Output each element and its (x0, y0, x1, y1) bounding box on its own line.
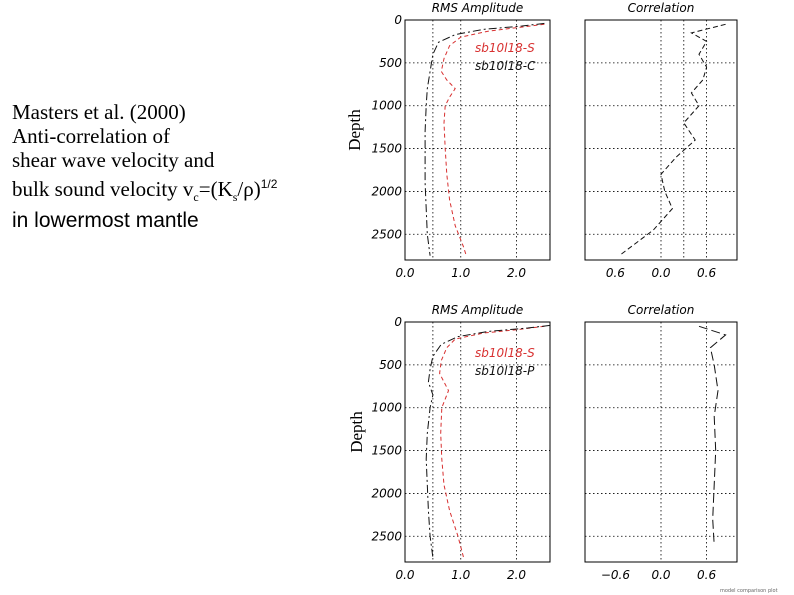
x-tick-label: 0.0 (651, 568, 670, 582)
y-tick-label: 2000 (371, 184, 402, 198)
y-tick-label: 1500 (371, 142, 402, 156)
caption-line-5: in lowermost mantle (12, 209, 199, 233)
x-tick-label: 0.0 (395, 568, 414, 582)
panel-title: Correlation (628, 303, 695, 317)
series-line-2 (425, 324, 551, 558)
plot-frame (404, 321, 551, 563)
panel-title: RMS Amplitude (432, 303, 524, 317)
series-line-1 (698, 325, 727, 545)
y-tick-label: 2500 (371, 529, 402, 543)
x-tick-label: 2.0 (507, 568, 526, 582)
x-tick-label: 0.0 (395, 266, 414, 280)
y-tick-label: 1500 (371, 444, 402, 458)
caption-sub-s: s (232, 190, 238, 205)
panel-title: RMS Amplitude (432, 1, 524, 15)
chart-panel-2: Correlation 0.6 0.0 0.6 (584, 1, 738, 280)
x-tick-label: 1.0 (451, 568, 470, 582)
series-line-1 (439, 325, 545, 558)
series-line-2 (424, 22, 545, 256)
chart-panel-4: Correlation −0.6 0.0 0.6 (584, 303, 738, 582)
x-tick-label: 0.0 (651, 266, 670, 280)
caption-line-4: bulk sound velocity vc=(Ks/ρ)1/2 (12, 172, 342, 209)
x-tick-label: −0.6 (601, 568, 631, 582)
caption-line-4-mid: =(K (198, 177, 233, 201)
plot-frame (404, 19, 551, 261)
y-tick-label: 2500 (371, 227, 402, 241)
figure-caption: Masters et al. (2000) Anti-correlation o… (12, 100, 342, 233)
caption-line-3: shear wave velocity and (12, 148, 215, 172)
y-tick-label: 1000 (371, 401, 402, 415)
caption-sup-exponent: 1/2 (260, 177, 278, 191)
y-tick-label: 1000 (371, 99, 402, 113)
x-tick-label: 0.6 (697, 568, 716, 582)
x-tick-label: 1.0 (451, 266, 470, 280)
x-tick-label: 2.0 (507, 266, 526, 280)
panel-title: Correlation (628, 1, 695, 15)
y-axis-label: Depth (347, 411, 366, 453)
caption-line-2: Anti-correlation of (12, 124, 171, 148)
caption-line-4-end: /ρ) (237, 177, 261, 201)
caption-line-1: Masters et al. (2000) (12, 100, 186, 124)
x-tick-label: 0.6 (606, 266, 625, 280)
chart-panel-1: RMS Amplitude 0 500 1000 1500 2000 2500 0.0 1.0 2… (345, 1, 551, 280)
y-tick-label: 0 (394, 315, 402, 329)
chart-panel-3: RMS Amplitude 0 500 1000 1500 2000 2500 0.0 1.0 2… (347, 303, 551, 582)
caption-line-4-prefix: bulk sound velocity v (12, 177, 194, 201)
legend-entry: sb10l18-P (475, 364, 535, 378)
caption-sub-c: c (193, 190, 199, 205)
y-axis-label: Depth (345, 109, 364, 151)
footnote-text: model comparison plot (720, 588, 778, 594)
legend-entry: sb10l18-S (475, 346, 535, 360)
y-tick-label: 2000 (371, 486, 402, 500)
y-tick-label: 500 (379, 358, 402, 372)
y-tick-label: 0 (394, 13, 402, 27)
series-line-1 (440, 23, 545, 256)
series-line-1 (618, 23, 726, 257)
y-tick-label: 500 (379, 56, 402, 70)
x-tick-label: 0.6 (697, 266, 716, 280)
legend-entry: sb10l18-S (475, 41, 535, 55)
legend-entry: sb10l18-C (475, 59, 536, 73)
